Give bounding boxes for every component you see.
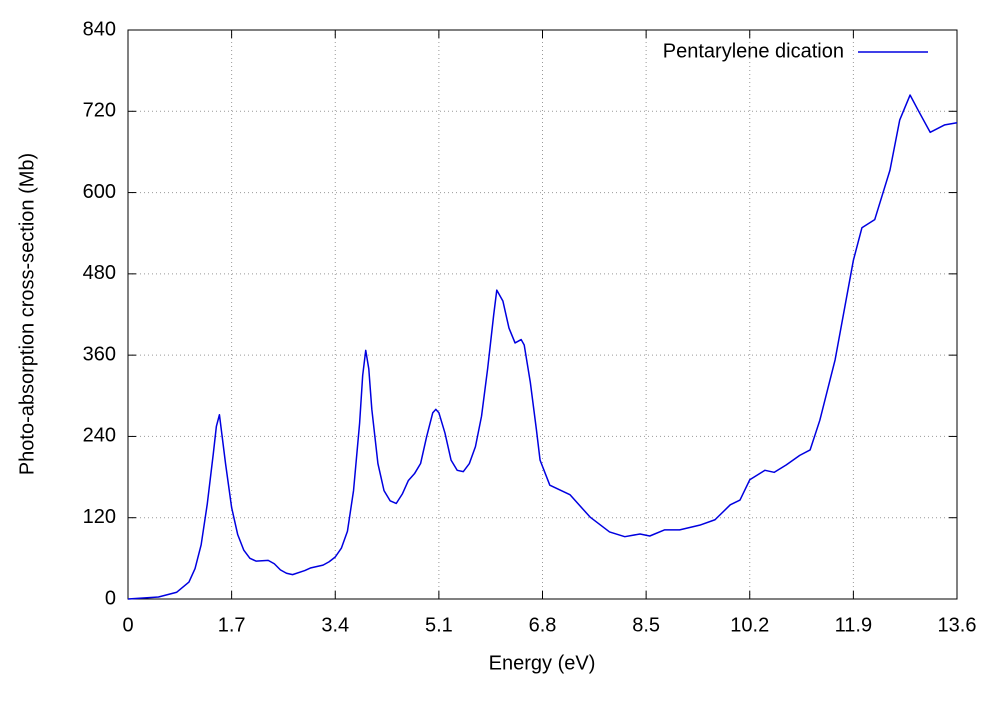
x-tick-label: 6.8 xyxy=(529,614,557,636)
x-axis-label: Energy (eV) xyxy=(489,652,596,674)
data-line xyxy=(127,94,958,600)
y-tick-label: 360 xyxy=(83,343,116,365)
y-tick-label: 120 xyxy=(83,506,116,528)
y-tick-label: 720 xyxy=(83,100,116,122)
y-axis-label: Photo-absorption cross-section (Mb) xyxy=(16,153,38,475)
x-tick-label: 10.2 xyxy=(730,614,769,636)
x-tick-label: 0 xyxy=(122,614,133,636)
x-tick-label: 11.9 xyxy=(835,614,872,636)
legend-label: Pentarylene dication xyxy=(663,40,844,62)
y-tick-label: 600 xyxy=(83,181,116,203)
y-tick-label: 240 xyxy=(83,425,116,447)
x-tick-label: 1.7 xyxy=(218,614,246,636)
y-tick-label: 840 xyxy=(83,18,116,40)
y-tick-label: 0 xyxy=(105,587,116,609)
x-tick-label: 13.6 xyxy=(938,614,977,636)
x-tick-label: 5.1 xyxy=(425,614,453,636)
y-tick-label: 480 xyxy=(83,262,116,284)
x-tick-label: 8.5 xyxy=(632,614,660,636)
x-tick-label: 3.4 xyxy=(321,614,349,636)
